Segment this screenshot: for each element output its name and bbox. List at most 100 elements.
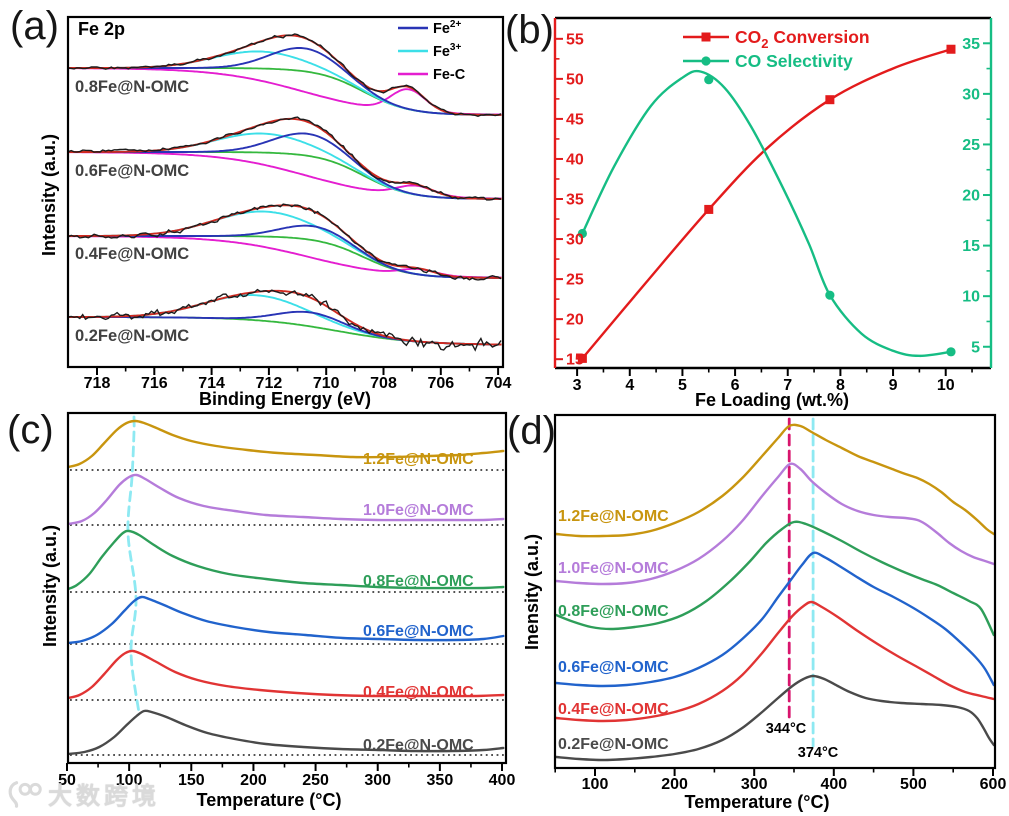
x-tick-label: 50 — [58, 772, 76, 789]
left-tick-label: 40 — [566, 151, 584, 168]
watermark-text: 大数跨境 — [48, 783, 160, 810]
left-tick-label: 50 — [566, 71, 584, 88]
panel-a: 718 716 714 712 710 708 706 704 Binding Energy (… — [39, 15, 512, 409]
curve-label: 1.0Fe@N-OMC — [363, 502, 474, 519]
legend-label: CO2 Conversion — [735, 27, 870, 51]
x-tick-label: 400 — [820, 776, 847, 793]
legend-marker-circle — [701, 56, 711, 66]
x-tick-label: 200 — [661, 776, 688, 793]
right-tick-label: 20 — [962, 188, 980, 205]
series-curve-co-selectivity — [581, 69, 952, 358]
left-tick-label: 55 — [566, 31, 584, 48]
tpd-curve-1.2Fe@N-OMC — [556, 423, 994, 538]
left-tick-label: 20 — [566, 312, 584, 329]
x-tick-label: 5 — [678, 377, 687, 394]
x-tick-label: 8 — [836, 377, 845, 394]
x-tick-label: 500 — [900, 776, 927, 793]
panel-c-plot-area — [69, 415, 505, 756]
tpd-curve-0.4Fe@N-OMC — [69, 649, 505, 700]
x-axis-title: Temperature (°C) — [685, 792, 830, 812]
x-tick-label: 9 — [889, 377, 898, 394]
x-tick-label: 300 — [364, 772, 391, 789]
data-point-circle — [704, 75, 714, 85]
legend-label: Fe-C — [433, 67, 466, 83]
data-point-square — [704, 204, 714, 214]
x-tick-label: 250 — [302, 772, 329, 789]
panel-c: 1.2Fe@N-OMC 1.0Fe@N-OMC 0.8Fe@N-OMC 0.6Fe@N… — [40, 411, 515, 810]
panel-d-plot-area — [556, 417, 994, 762]
curve-label: 1.2Fe@N-OMC — [363, 451, 474, 468]
curve-label: 0.8Fe@N-OMC — [558, 603, 669, 620]
tpd-curve-0.2Fe@N-OMC — [69, 709, 505, 756]
panel-a-plot-area — [69, 33, 502, 352]
x-tick-label: 100 — [582, 776, 609, 793]
peak-trace-dash-line — [126, 415, 141, 715]
curve-label: 0.4Fe@N-OMC — [363, 684, 474, 701]
x-tick-label: 712 — [256, 375, 283, 392]
x-tick-label: 10 — [937, 377, 955, 394]
panel-c-frame — [66, 411, 508, 765]
x-tick-label: 150 — [178, 772, 205, 789]
spectrum-label: 0.4Fe@N-OMC — [75, 245, 189, 263]
spectrum-label: 0.6Fe@N-OMC — [75, 162, 189, 180]
x-tick-label: 718 — [84, 375, 111, 392]
legend-label: Fe2+ — [433, 19, 461, 37]
tpd-curve-0.2Fe@N-OMC — [556, 674, 994, 762]
x-tick-label: 710 — [313, 375, 340, 392]
x-tick-label: 706 — [427, 375, 454, 392]
vline-label: 344°C — [766, 721, 807, 737]
panel-letter-a: (a) — [10, 4, 59, 48]
x-tick-label: 4 — [625, 377, 634, 394]
x-tick-label: 200 — [240, 772, 267, 789]
right-tick-label: 30 — [962, 86, 980, 103]
data-point-circle — [946, 347, 956, 357]
data-point-circle — [577, 228, 587, 239]
curve-label: 0.6Fe@N-OMC — [558, 659, 669, 676]
tpd-curve-0.4Fe@N-OMC — [556, 600, 994, 723]
legend-label: Fe3+ — [433, 42, 461, 60]
vline-label: 374°C — [798, 745, 839, 761]
xps-fe2-curve — [69, 224, 502, 279]
left-tick-label: 35 — [566, 192, 584, 209]
x-tick-label: 350 — [427, 772, 454, 789]
x-tick-label: 3 — [573, 377, 582, 394]
x-tick-label: 100 — [116, 772, 143, 789]
y-axis-title: Inensity (a.u.) — [522, 534, 542, 650]
watermark: 大数跨境 — [6, 776, 160, 811]
x-tick-label: 7 — [783, 377, 792, 394]
tpd-curve-1.0Fe@N-OMC — [69, 473, 505, 526]
tpd-curve-1.0Fe@N-OMC — [556, 462, 994, 586]
left-tick-label: 25 — [566, 272, 584, 289]
legend-label: CO Selectivity — [735, 51, 853, 71]
right-tick-label: 10 — [962, 289, 980, 306]
x-tick-label: 300 — [741, 776, 768, 793]
tpd-curve-0.8Fe@N-OMC — [556, 520, 994, 637]
panel-d: 344°C 374°C 1.2Fe@N-OMC 1.0Fe@N-OMC 0.8Fe@N-… — [522, 413, 1007, 812]
spectrum-label: 0.8Fe@N-OMC — [75, 78, 189, 96]
right-tick-label: 5 — [971, 339, 980, 356]
x-axis-title: Fe Loading (wt.%) — [695, 390, 849, 410]
panel-d-frame — [553, 413, 997, 770]
data-point-square — [946, 44, 956, 54]
xps-raw-data-curve — [69, 116, 502, 201]
right-tick-label: 25 — [962, 137, 980, 154]
x-tick-label: 600 — [980, 776, 1007, 793]
xps-envelope-curve — [69, 204, 502, 279]
left-tick-label: 45 — [566, 111, 584, 128]
y-axis-title: Intensity (a.u.) — [40, 525, 60, 647]
right-tick-label: 15 — [962, 238, 980, 255]
tpd-curve-0.8Fe@N-OMC — [69, 529, 505, 590]
xps-raw-data-curve — [69, 33, 502, 118]
data-point-square — [825, 95, 835, 105]
curve-label: 0.2Fe@N-OMC — [558, 736, 669, 753]
curve-label: 1.2Fe@N-OMC — [558, 508, 669, 525]
x-axis-title: Temperature (°C) — [197, 790, 342, 810]
right-tick-label: 35 — [962, 36, 980, 53]
curve-label: 0.8Fe@N-OMC — [363, 573, 474, 590]
data-point-circle — [825, 290, 835, 300]
x-tick-label: 6 — [731, 377, 740, 394]
series-curve-co2-conversion — [581, 48, 952, 360]
panel-letter-b: (b) — [505, 8, 554, 52]
